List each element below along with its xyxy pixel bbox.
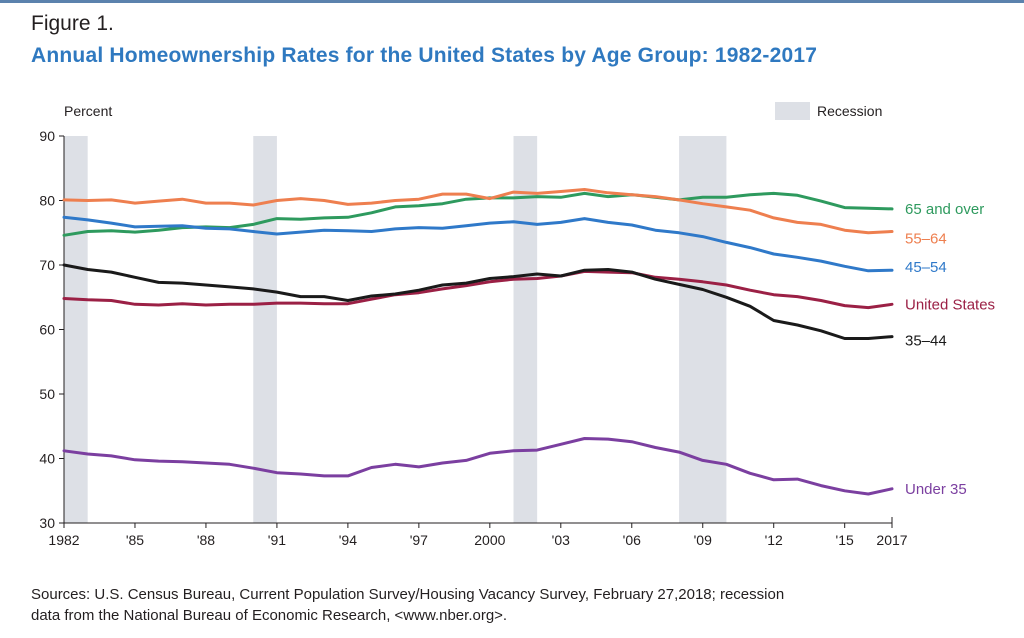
- x-tick-label-1985: '85: [126, 532, 144, 548]
- top-rule: [0, 0, 1024, 3]
- recession-band-1990: [253, 136, 277, 523]
- y-axis-unit-label: Percent: [64, 103, 112, 119]
- source-line-1: Sources: U.S. Census Bureau, Current Pop…: [31, 586, 785, 603]
- y-tick-label-40: 40: [39, 451, 55, 467]
- series-line-2: [62, 215, 894, 273]
- series-label-4: 35–44: [905, 333, 947, 350]
- x-tick-label-1982: 1982: [48, 532, 79, 548]
- recession-band-1982: [64, 136, 88, 523]
- series-label-2: 45–54: [905, 259, 947, 276]
- x-tick-label-2009: '09: [694, 532, 712, 548]
- series-line-4: [62, 263, 894, 340]
- legend-recession-swatch: [775, 102, 810, 120]
- recession-band-2008: [679, 136, 727, 523]
- series-labels: 65 and over 55–64 45–54 United States 35–44 U…: [905, 201, 995, 498]
- y-tick-label-60: 60: [39, 322, 55, 338]
- x-tick-label-2012: '12: [765, 532, 783, 548]
- x-tick-label-1994: '94: [339, 532, 357, 548]
- series-line-3: [62, 269, 894, 310]
- source-line-2: data from the National Bureau of Economi…: [31, 607, 508, 624]
- series-lines: [62, 188, 894, 496]
- x-tick-label-2017: 2017: [876, 532, 907, 548]
- x-tick-label-2015: '15: [836, 532, 854, 548]
- x-tick-label-1991: '91: [268, 532, 286, 548]
- series-line-5: [62, 437, 894, 496]
- recession-band-2001: [513, 136, 538, 523]
- x-ticks: 1982 '85 '88 '91 '94 '97 2000 '03 '06 '09 '12 '15 20…: [48, 523, 908, 548]
- y-tick-label-50: 50: [39, 386, 55, 402]
- legend-recession-label: Recession: [817, 103, 882, 119]
- y-tick-label-90: 90: [39, 128, 55, 144]
- y-tick-label-80: 80: [39, 193, 55, 209]
- series-label-3: United States: [905, 296, 995, 313]
- source-note: Sources: U.S. Census Bureau, Current Pop…: [31, 584, 991, 626]
- x-tick-label-2006: '06: [623, 532, 641, 548]
- x-tick-label-1997: '97: [410, 532, 428, 548]
- figure-label: Figure 1.: [31, 12, 114, 35]
- legend: Recession: [775, 102, 882, 120]
- y-tick-label-70: 70: [39, 257, 55, 273]
- y-ticks: 30 40 50 60 70 80 90: [39, 128, 64, 531]
- chart: Percent Recession 30 40 50 60 70 80 90 1982 '85…: [39, 102, 995, 548]
- series-label-1: 55–64: [905, 230, 947, 247]
- series-line-1: [62, 188, 894, 235]
- y-tick-label-30: 30: [39, 515, 55, 531]
- series-label-0: 65 and over: [905, 201, 984, 218]
- series-label-5: Under 35: [905, 481, 967, 498]
- x-tick-label-1988: '88: [197, 532, 215, 548]
- x-tick-label-2003: '03: [552, 532, 570, 548]
- chart-title: Annual Homeownership Rates for the Unite…: [31, 44, 818, 67]
- x-tick-label-2000: 2000: [474, 532, 505, 548]
